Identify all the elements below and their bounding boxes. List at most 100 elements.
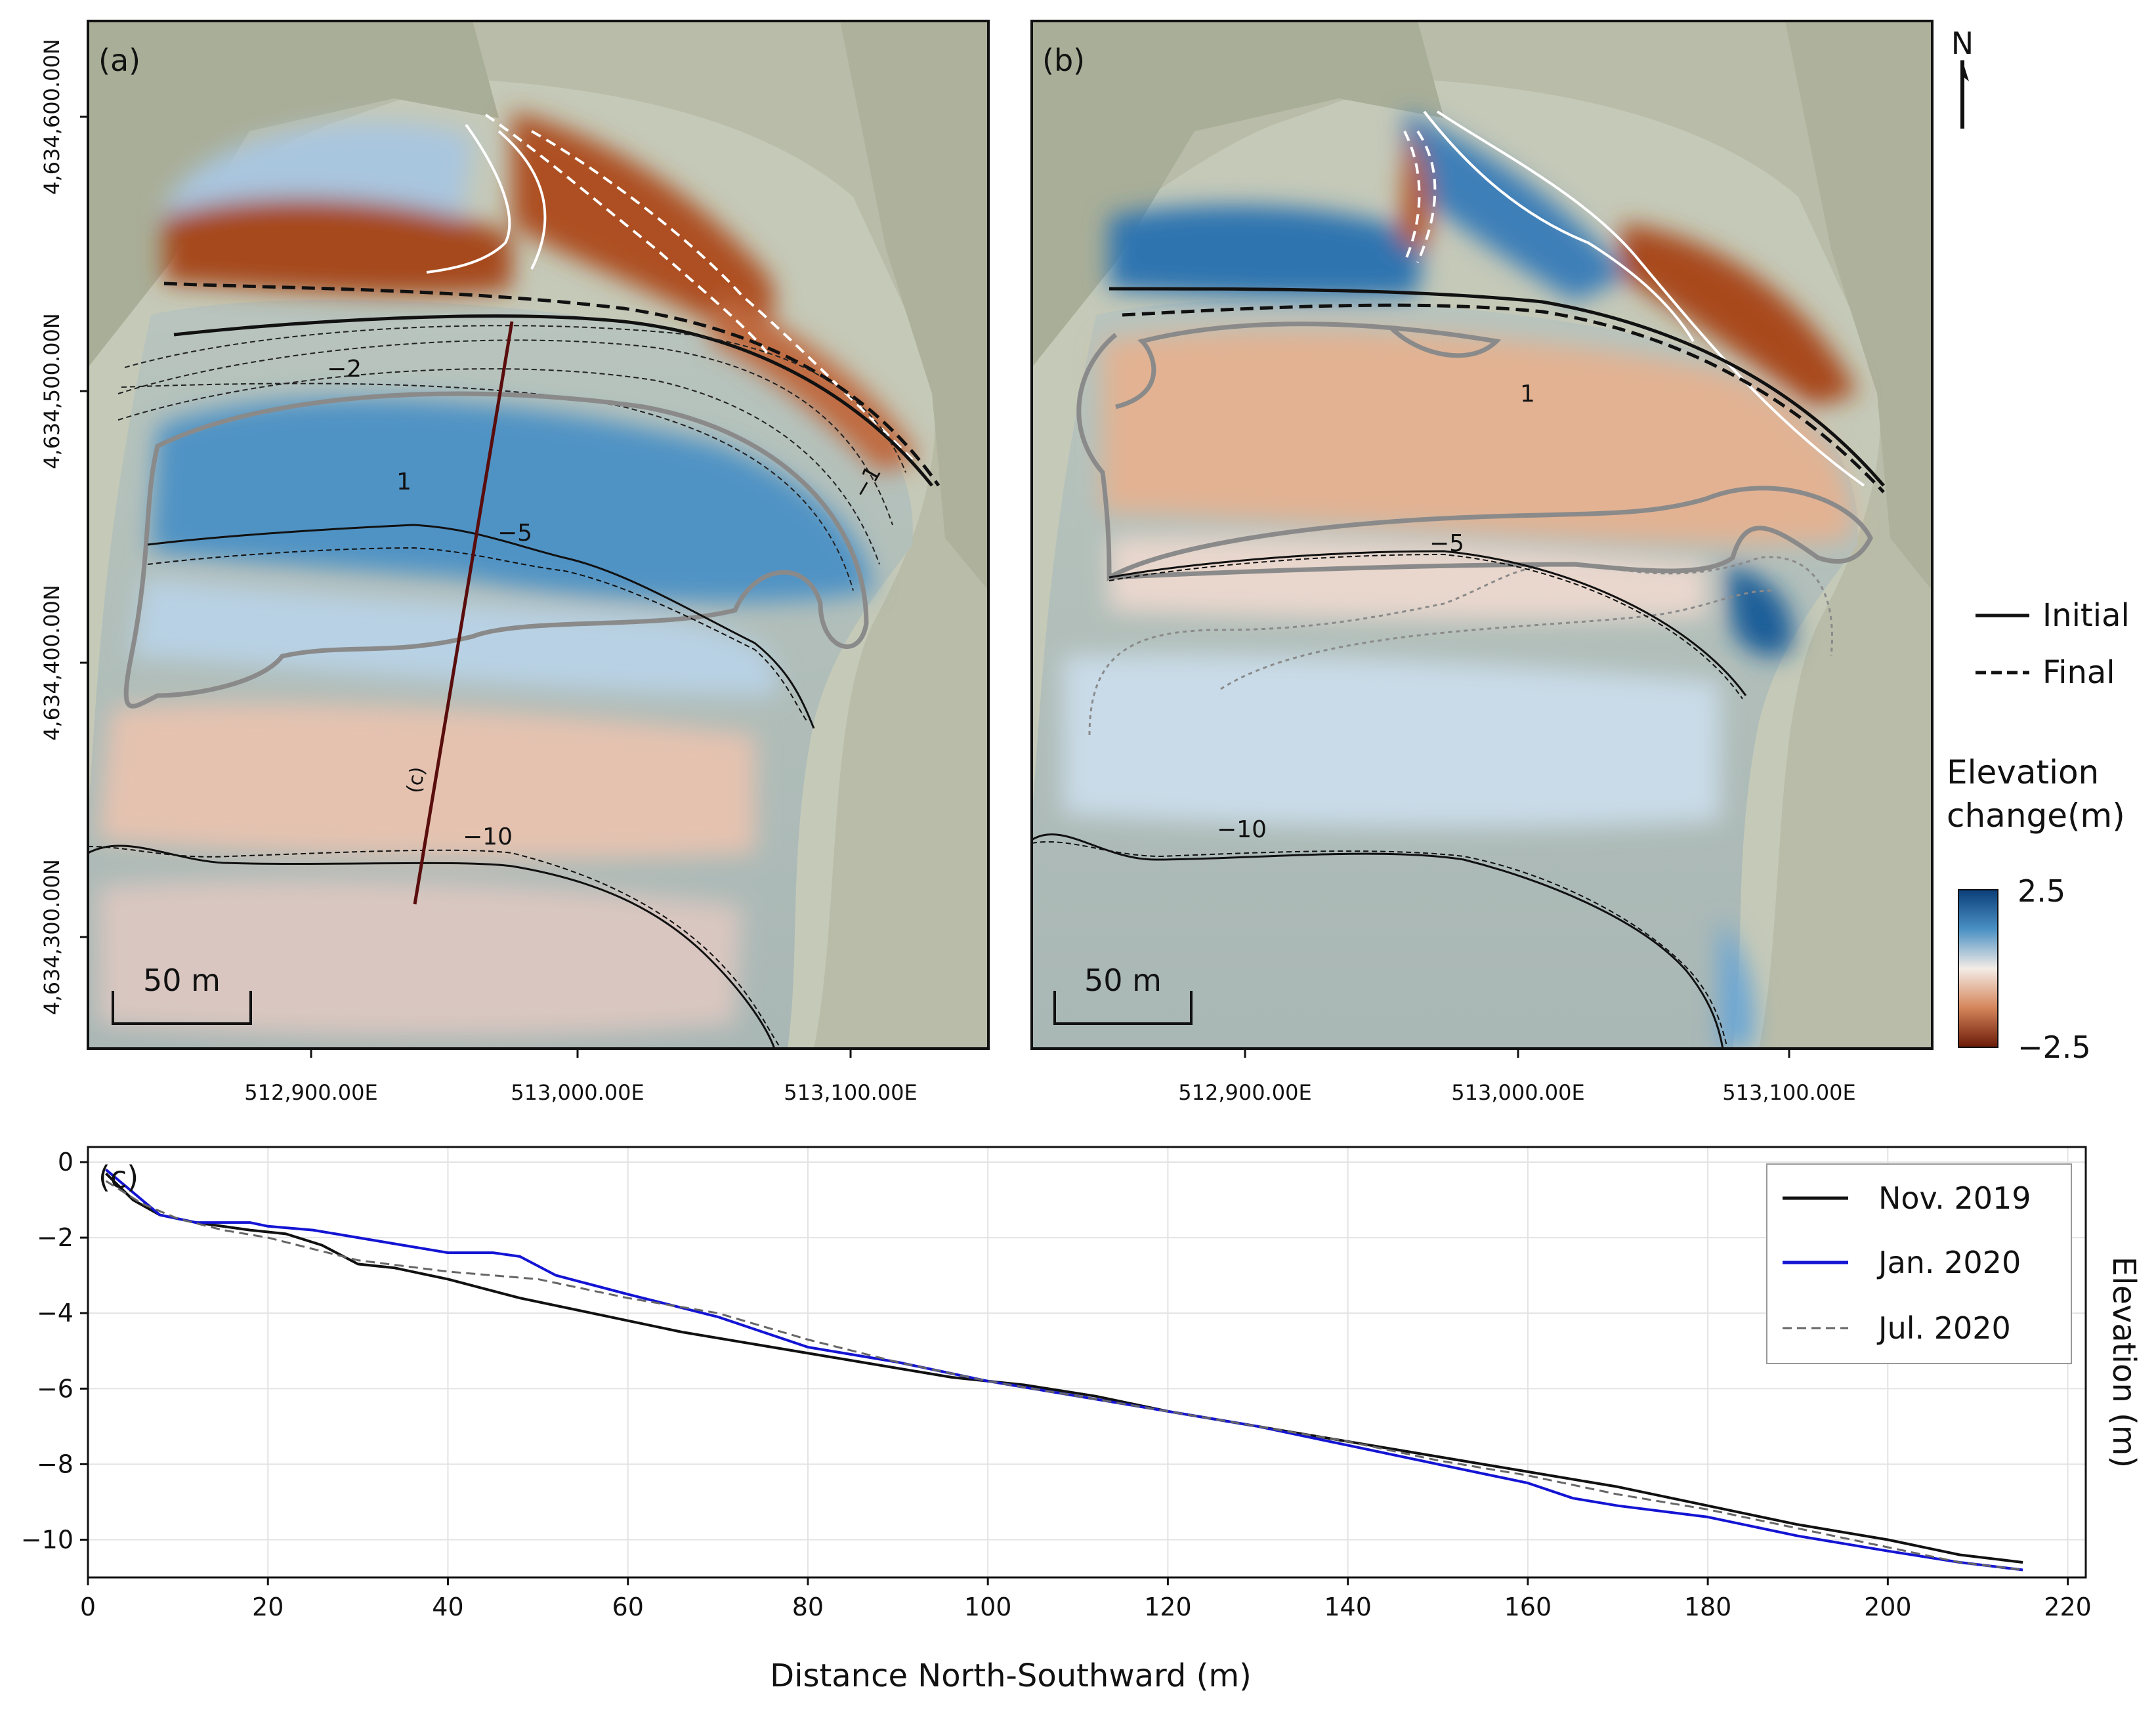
transect-line — [413, 321, 514, 905]
chart-legend-label-jul-2020: Jul. 2020 — [1876, 1310, 2011, 1346]
panel-a-isobath-2 — [117, 368, 880, 565]
panel-b-final-shoreline — [1122, 303, 1885, 493]
panel-a-scalebar: 50 m — [112, 963, 252, 1025]
panel-a-map — [88, 21, 988, 1049]
chart-x-tick-label: 100 — [964, 1593, 1012, 1621]
easting-tick-label: 513,000.00E — [511, 1080, 644, 1105]
chart-legend-label-nov-2019: Nov. 2019 — [1878, 1180, 2031, 1216]
chart-y-tick-label: −10 — [21, 1525, 74, 1554]
chart-frame — [87, 1146, 2087, 1579]
panel-b-initial-shoreline — [1109, 287, 1885, 487]
chart-x-tick-label: 220 — [2044, 1593, 2092, 1621]
panel-b-scalebar-label: 50 m — [1084, 963, 1162, 998]
northing-axis: 4,634,600.00N 4,634,500.00N 4,634,400.00… — [39, 39, 88, 1015]
panel-a-contour-m10-initial — [88, 845, 776, 1049]
panel-a-contour-label-p1: 1 — [396, 469, 412, 495]
panel-b-contour-m5-initial — [1109, 550, 1747, 696]
north-arrow: N — [1951, 26, 1974, 129]
panel-b-scalebar-line — [1053, 991, 1193, 1025]
chart-legend-label-jan-2020: Jan. 2020 — [1876, 1245, 2021, 1280]
panel-b-light-accretion — [1063, 654, 1720, 827]
northing-tick-label: 4,634,400.00N — [39, 585, 64, 741]
chart-plot-area — [88, 1147, 2086, 1577]
panel-a-vegetation-east — [840, 21, 988, 591]
panel-b-white-line-1 — [1423, 110, 1695, 343]
legend-final-label: Final — [2042, 654, 2115, 691]
chart-series — [105, 1168, 2023, 1572]
panel-a-accretion-light — [131, 577, 778, 696]
panel-b-contour-m10-final — [1032, 841, 1728, 1049]
easting-tick-label: 513,100.00E — [1722, 1080, 1855, 1105]
easting-axis-a: 512,900.00E 513,000.00E 513,100.00E — [244, 1049, 918, 1105]
panel-a-erosion-upper — [164, 198, 512, 295]
panel-b-map — [1032, 21, 1932, 1049]
panel-a-contour-label-m10: −10 — [463, 824, 513, 850]
panel-a-scalebar-line — [112, 991, 252, 1025]
colorbar: Elevation change(m) 2.5 −2.5 — [1947, 753, 2125, 1065]
chart-gridlines — [87, 1147, 2086, 1577]
panel-b-white-line-2 — [1436, 110, 1865, 487]
panel-a-accretion-bar — [151, 398, 873, 602]
panel-b-accretion-upper — [1109, 205, 1424, 299]
panel-a-white-dash-1 — [484, 114, 769, 356]
panel-a-contour-label-m2: −2 — [327, 356, 362, 383]
chart-x-tick-label: 0 — [80, 1593, 96, 1621]
panel-b-scalebar: 50 m — [1053, 963, 1193, 1025]
panel-a-white-lines — [426, 114, 914, 461]
panel-a-white-line-2 — [497, 130, 547, 270]
easting-axis-b: 512,900.00E 513,000.00E 513,100.00E — [1178, 1049, 1856, 1105]
panel-a-contour-label-m5: −5 — [497, 520, 532, 547]
colorbar-min-label: −2.5 — [2018, 1030, 2091, 1065]
profile-chart: 0 20 40 60 80 100 120 140 160 180 200 220 0 −2 −4 −6 −8… — [21, 1146, 2142, 1694]
chart-y-tick-label: −4 — [37, 1299, 74, 1327]
chart-panel-label: (c) — [98, 1159, 138, 1195]
panel-b-contour-label-m5: −5 — [1429, 530, 1464, 557]
colorbar-max-label: 2.5 — [2018, 873, 2065, 909]
panel-a-frame — [87, 20, 990, 1050]
chart-y-tick-label: −2 — [37, 1223, 74, 1252]
colorbar-title-line1: Elevation — [1947, 753, 2099, 791]
panel-a-deep-zone — [98, 879, 742, 1036]
chart-x-ticks: 0 20 40 60 80 100 120 140 160 180 200 220 — [80, 1577, 2092, 1621]
panel-a-vegetation — [88, 21, 499, 367]
panel-a-contour-m5-final — [147, 547, 808, 722]
transect-label: (c) — [402, 765, 429, 795]
chart-x-tick-label: 200 — [1864, 1593, 1912, 1621]
easting-tick-label: 513,000.00E — [1451, 1080, 1584, 1105]
panel-a-initial-shoreline — [173, 314, 933, 487]
easting-tick-label: 512,900.00E — [1178, 1080, 1311, 1105]
chart-y-tick-label: −8 — [37, 1449, 74, 1478]
northing-tick-label: 4,634,500.00N — [39, 313, 64, 469]
panel-b-vegetation — [1032, 21, 1444, 367]
panel-a-scalebar-label: 50 m — [143, 963, 221, 998]
colorbar-ramp — [1958, 889, 1998, 1048]
chart-x-axis-label: Distance North-Southward (m) — [770, 1658, 1252, 1694]
panel-b-light-band — [1109, 536, 1706, 620]
north-arrow-head-icon — [1962, 60, 1969, 81]
chart-x-tick-label: 140 — [1324, 1593, 1372, 1621]
panel-a-grey-outline — [123, 391, 869, 709]
panel-a-contour-m10-final — [88, 846, 782, 1049]
line-legend: Initial Final — [1976, 597, 2130, 691]
chart-y-tick-label: 0 — [58, 1148, 74, 1177]
panel-a-final-shoreline — [163, 282, 941, 487]
north-arrow-label: N — [1951, 26, 1974, 61]
chart-x-tick-label: 60 — [612, 1593, 644, 1621]
northing-tick-label: 4,634,300.00N — [39, 859, 64, 1015]
easting-tick-label: 512,900.00E — [244, 1080, 377, 1105]
chart-y-ticks: 0 −2 −4 −6 −8 −10 — [21, 1148, 88, 1554]
panel-b-contour-label-m10: −10 — [1217, 816, 1267, 843]
panel-a-label: (a) — [98, 43, 140, 78]
chart-series-line-nov-2019 — [105, 1172, 2023, 1564]
panel-a-light-erosion — [98, 703, 755, 859]
panel-b-grey-outline-2 — [1115, 322, 1502, 409]
panel-b-contour-m10-initial — [1032, 833, 1724, 1049]
panel-b-erosion-strip — [1398, 131, 1431, 249]
chart-x-tick-label: 40 — [432, 1593, 463, 1621]
panel-b-white-lines — [1403, 110, 1865, 487]
panel-a-white-line-1 — [426, 123, 511, 274]
chart-series-line-jan-2020 — [105, 1168, 2023, 1572]
northing-tick-label: 4,634,600.00N — [39, 39, 64, 195]
chart-legend: Nov. 2019 Jan. 2020 Jul. 2020 — [1766, 1163, 2072, 1364]
